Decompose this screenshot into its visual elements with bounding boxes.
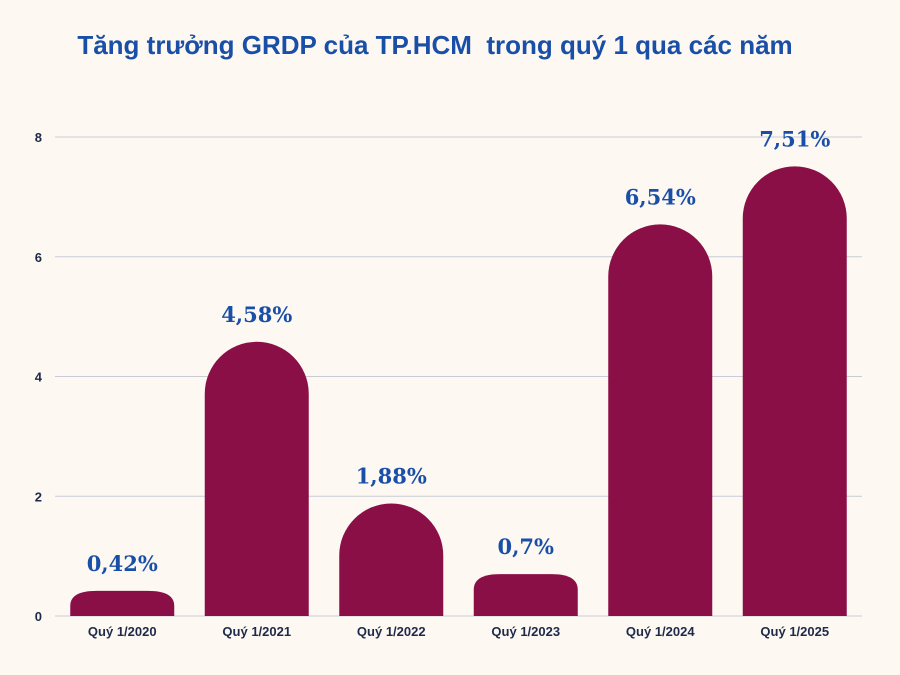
y-axis-ticks: 0 2 4 6 8 xyxy=(35,130,43,624)
x-tick-label: Quý 1/2024 xyxy=(626,624,695,639)
x-tick-label: Quý 1/2022 xyxy=(357,624,426,639)
y-tick-label: 0 xyxy=(35,609,42,624)
data-label: 0,42% xyxy=(87,551,158,576)
bar xyxy=(473,574,578,616)
bar xyxy=(608,224,713,616)
bar xyxy=(204,341,309,616)
bar xyxy=(70,590,175,616)
data-label: 6,54% xyxy=(625,184,696,209)
y-tick-label: 8 xyxy=(35,130,42,145)
bar xyxy=(339,503,444,616)
data-label: 1,88% xyxy=(356,463,427,488)
data-label: 0,7% xyxy=(498,534,555,559)
x-axis-labels: Quý 1/2020 Quý 1/2021 Quý 1/2022 Quý 1/2023… xyxy=(88,624,829,639)
y-tick-label: 6 xyxy=(35,250,42,265)
x-tick-label: Quý 1/2020 xyxy=(88,624,157,639)
data-label: 4,58% xyxy=(221,302,292,327)
data-label: 7,51% xyxy=(759,126,830,151)
gridlines xyxy=(55,136,862,617)
x-tick-label: Quý 1/2021 xyxy=(222,624,291,639)
y-tick-label: 4 xyxy=(35,370,43,385)
data-labels: 0,42% 4,58% 1,88% 0,7% 6,54% 7,51% xyxy=(87,126,831,576)
y-tick-label: 2 xyxy=(35,489,42,504)
x-tick-label: Quý 1/2023 xyxy=(491,624,560,639)
bar xyxy=(742,166,847,616)
x-tick-label: Quý 1/2025 xyxy=(760,624,829,639)
chart-title: Tăng trưởng GRDP của TP.HCM trong quý 1 … xyxy=(77,30,793,60)
bars xyxy=(70,166,847,616)
